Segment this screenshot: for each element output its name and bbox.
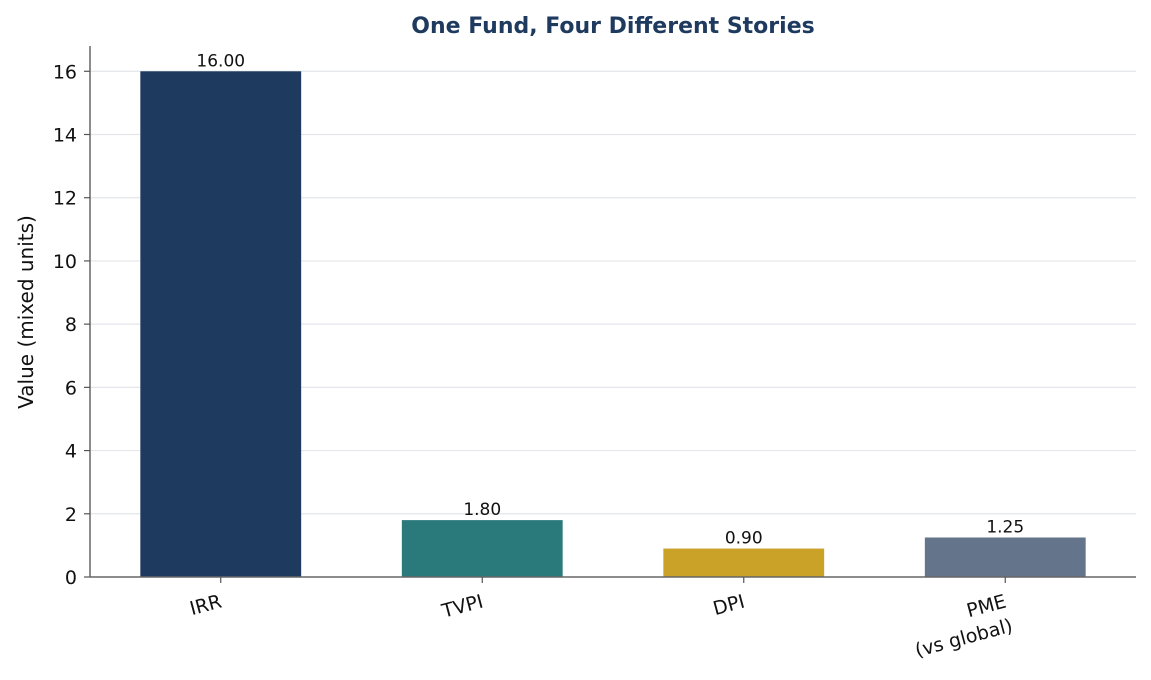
data-labels: 16.00 1.80 0.90 1.25 [196,51,1024,548]
y-tick-label: 16 [53,61,77,83]
x-tick-label-line: TVPI [439,591,486,623]
x-tick-label: PME(vs global) [913,591,1015,662]
bar [140,71,302,578]
x-tick-label-line: IRR [187,591,224,621]
bars [140,71,1086,578]
x-tick-label: TVPI [439,591,486,623]
y-tick-label: 12 [53,188,77,210]
y-axis-label: Value (mixed units) [14,215,38,409]
x-tick-label-line: (vs global) [913,615,1015,662]
chart-title: One Fund, Four Different Stories [411,14,814,39]
y-tick-label: 14 [53,125,77,147]
bar [401,520,563,577]
y-ticks: 0 2 4 6 8 10 12 14 16 [53,61,1006,589]
y-tick-label: 0 [65,567,77,589]
x-tick-label-line: DPI [711,591,747,620]
bar [924,537,1086,577]
y-tick-label: 6 [65,377,77,399]
data-label: 0.90 [725,529,763,549]
x-tick-labels: IRR TVPI DPI PME(vs global) [187,591,1015,662]
y-tick-label: 10 [53,251,77,273]
y-tick-label: 2 [65,504,77,526]
bar [663,548,825,577]
y-tick-label: 4 [65,441,77,463]
x-tick-label: DPI [711,591,747,620]
data-label: 1.80 [463,500,501,520]
data-label: 1.25 [986,517,1024,537]
y-tick-label: 8 [65,314,77,336]
data-label: 16.00 [196,51,245,71]
x-tick-label: IRR [187,591,224,621]
